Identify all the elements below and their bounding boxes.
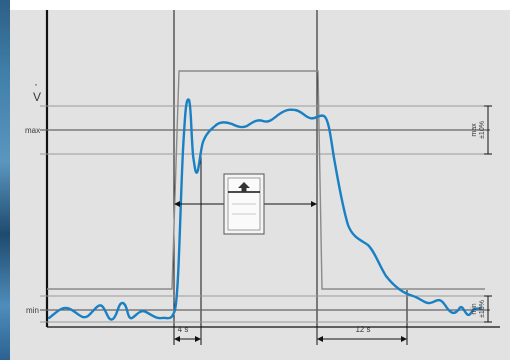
left-edge-strip	[0, 0, 10, 360]
rise-time-arrow-left-head	[174, 336, 180, 342]
rise-time-arrow-right-head	[195, 336, 201, 342]
y-axis-dot: ·	[34, 77, 38, 91]
fall-time-arrow-left-head	[317, 336, 323, 342]
max-tolerance-label-line1: max	[471, 123, 478, 137]
min-tolerance-bracket	[484, 295, 492, 323]
on-duration-arrow-right-head	[311, 201, 317, 207]
max-tolerance-bracket	[484, 105, 492, 155]
min-label: min	[26, 306, 39, 315]
fall-time-label: 12 s	[355, 325, 370, 334]
max-tolerance-label-line2: ±10%	[479, 121, 486, 139]
up-arrow-switch-icon	[223, 173, 265, 235]
max-label: max	[25, 126, 40, 135]
fall-time-arrow-right-head	[401, 336, 407, 342]
min-tolerance-label-line2: ±10%	[479, 300, 486, 318]
on-duration-arrow-left-head	[174, 201, 180, 207]
flow-curve	[47, 98, 483, 321]
rise-time-label: 4 s	[178, 325, 189, 334]
setpoint-step-line	[47, 70, 485, 290]
min-tolerance-label-line1: min	[471, 303, 478, 314]
y-axis-label: V	[33, 90, 41, 104]
